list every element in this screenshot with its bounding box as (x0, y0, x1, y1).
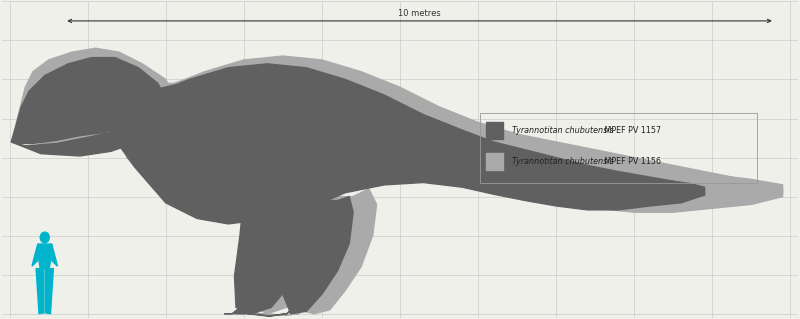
Polygon shape (11, 126, 158, 156)
Polygon shape (234, 193, 314, 314)
Polygon shape (462, 175, 705, 202)
Polygon shape (36, 269, 44, 314)
Polygon shape (283, 197, 353, 314)
Polygon shape (478, 169, 782, 197)
Polygon shape (205, 197, 228, 219)
Ellipse shape (40, 232, 50, 243)
Text: MPEF PV 1157: MPEF PV 1157 (602, 126, 662, 135)
Polygon shape (11, 58, 166, 144)
Polygon shape (248, 189, 330, 314)
Text: Tyrannotitan chubutensis: Tyrannotitan chubutensis (513, 157, 614, 166)
Polygon shape (14, 48, 174, 142)
Polygon shape (193, 134, 244, 197)
Polygon shape (111, 64, 705, 224)
Polygon shape (14, 118, 166, 150)
Text: Tyrannotitan chubutensis: Tyrannotitan chubutensis (513, 126, 614, 135)
Polygon shape (236, 306, 306, 315)
Text: MPEF PV 1156: MPEF PV 1156 (602, 157, 662, 166)
Polygon shape (182, 142, 232, 201)
Polygon shape (111, 79, 228, 115)
Polygon shape (32, 244, 38, 266)
Polygon shape (213, 193, 236, 212)
Bar (486, 153, 503, 170)
Polygon shape (126, 56, 782, 216)
Text: 10 metres: 10 metres (398, 9, 441, 18)
Polygon shape (126, 72, 244, 107)
Polygon shape (46, 269, 54, 314)
Bar (486, 122, 503, 139)
Polygon shape (38, 244, 52, 269)
Polygon shape (52, 244, 58, 266)
Polygon shape (290, 189, 377, 314)
Polygon shape (224, 308, 294, 316)
